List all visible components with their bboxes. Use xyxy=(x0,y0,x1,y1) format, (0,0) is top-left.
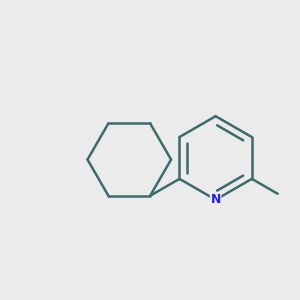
Text: N: N xyxy=(211,193,221,206)
